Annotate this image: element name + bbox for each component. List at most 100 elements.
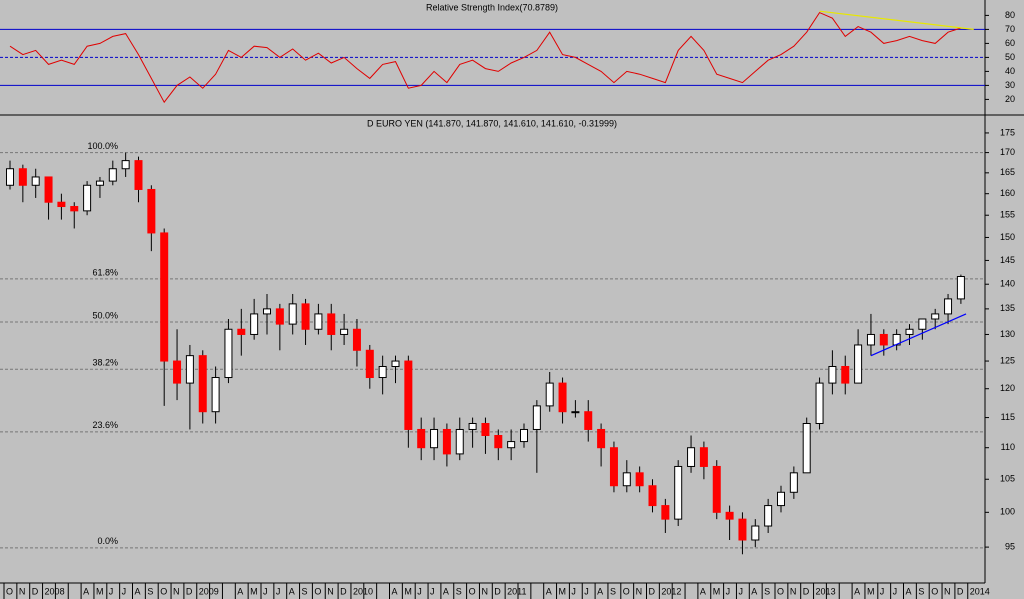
x-tick-label: A — [597, 586, 603, 596]
x-tick-label: M — [713, 586, 721, 596]
fib-label: 38.2% — [92, 358, 118, 368]
x-tick-label: O — [623, 586, 630, 596]
y-tick-label: 175 — [1000, 127, 1015, 137]
candle-body — [18, 168, 27, 186]
candle-body — [674, 465, 683, 520]
candle-body — [211, 377, 220, 413]
candle-body — [648, 485, 657, 507]
candle-body — [802, 422, 811, 474]
y-tick-label: 95 — [1005, 541, 1015, 551]
y-tick-label: 100 — [1000, 507, 1015, 517]
candle-body — [352, 328, 361, 351]
fib-label: 50.0% — [92, 310, 118, 320]
x-tick-label: S — [456, 586, 462, 596]
x-tick-label: O — [314, 586, 321, 596]
x-tick-label: J — [726, 586, 731, 596]
fib-label: 0.0% — [97, 536, 118, 546]
candle-body — [609, 447, 618, 487]
y-tick-label: 60 — [1005, 38, 1015, 48]
candle-body — [687, 447, 696, 467]
x-tick-label: D — [494, 586, 501, 596]
fib-label: 100.0% — [87, 141, 118, 151]
x-tick-label: S — [918, 586, 924, 596]
candle-body — [507, 441, 516, 449]
x-tick-label: N — [19, 586, 26, 596]
candle-body — [712, 465, 721, 513]
x-tick-label: J — [571, 586, 576, 596]
x-tick-label: A — [854, 586, 860, 596]
x-tick-label: N — [173, 586, 180, 596]
x-tick-label: A — [392, 586, 398, 596]
trend-line — [870, 313, 967, 357]
candle-body — [455, 428, 464, 455]
x-tick-label: D — [803, 586, 810, 596]
x-tick-label: J — [417, 586, 422, 596]
x-tick-label: A — [906, 586, 912, 596]
y-tick-label: 50 — [1005, 52, 1015, 62]
candle-body — [442, 428, 451, 455]
x-tick-label: J — [738, 586, 743, 596]
x-tick-label: M — [867, 586, 875, 596]
x-tick-label: D — [340, 586, 347, 596]
x-tick-label: N — [327, 586, 334, 596]
x-tick-label: O — [469, 586, 476, 596]
x-tick-label: 2009 — [199, 586, 219, 596]
fib-label: 23.6% — [92, 420, 118, 430]
candle-body — [173, 360, 182, 384]
trend-line — [819, 10, 974, 30]
x-tick-label: M — [96, 586, 104, 596]
candle-body — [558, 382, 567, 413]
candle-body — [31, 176, 40, 186]
x-tick-label: J — [276, 586, 281, 596]
y-tick-label: 160 — [1000, 188, 1015, 198]
x-tick-label: A — [751, 586, 757, 596]
candle-body — [391, 360, 400, 367]
candle-body — [147, 188, 156, 234]
x-tick-label: A — [135, 586, 141, 596]
candle-body — [83, 184, 92, 212]
candle-body — [699, 447, 708, 467]
candle-body — [879, 333, 888, 346]
rsi-line — [9, 11, 962, 104]
x-tick-label: M — [250, 586, 258, 596]
candle-body — [430, 428, 439, 449]
candle-body — [738, 518, 747, 541]
x-tick-label: J — [263, 586, 268, 596]
x-tick-label: S — [147, 586, 153, 596]
y-tick-label: 110 — [1001, 442, 1015, 452]
candle-body — [481, 422, 490, 436]
x-tick-label: D — [186, 586, 193, 596]
candle-body — [224, 328, 233, 379]
candle-body — [6, 168, 14, 186]
candle-body — [520, 428, 528, 443]
candle-body — [622, 472, 631, 487]
x-tick-label: S — [764, 586, 770, 596]
x-tick-label: D — [32, 586, 39, 596]
x-tick-label: A — [700, 586, 706, 596]
x-tick-label: J — [430, 586, 435, 596]
y-tick-label: 130 — [1000, 329, 1015, 339]
candle-body — [571, 411, 580, 414]
x-tick-label: A — [289, 586, 295, 596]
candle-body — [661, 505, 670, 520]
rsi-title: Relative Strength Index(70.8789) — [426, 2, 558, 12]
candle-body — [275, 308, 284, 325]
x-tick-label: M — [404, 586, 412, 596]
x-tick-label: O — [160, 586, 167, 596]
candle-body — [905, 328, 914, 335]
x-tick-label: A — [546, 586, 552, 596]
candle-body — [250, 313, 259, 335]
candle-body — [854, 344, 863, 384]
y-tick-label: 170 — [1000, 147, 1015, 157]
x-tick-label: A — [237, 586, 243, 596]
x-tick-label: D — [649, 586, 656, 596]
x-tick-label: 2010 — [353, 586, 373, 596]
y-tick-label: 40 — [1005, 66, 1015, 76]
candle-body — [494, 434, 503, 449]
y-tick-label: 125 — [1000, 355, 1015, 365]
y-tick-label: 70 — [1005, 24, 1015, 34]
y-tick-label: 20 — [1005, 94, 1015, 104]
candle-body — [545, 382, 554, 407]
candle-body — [931, 313, 940, 320]
